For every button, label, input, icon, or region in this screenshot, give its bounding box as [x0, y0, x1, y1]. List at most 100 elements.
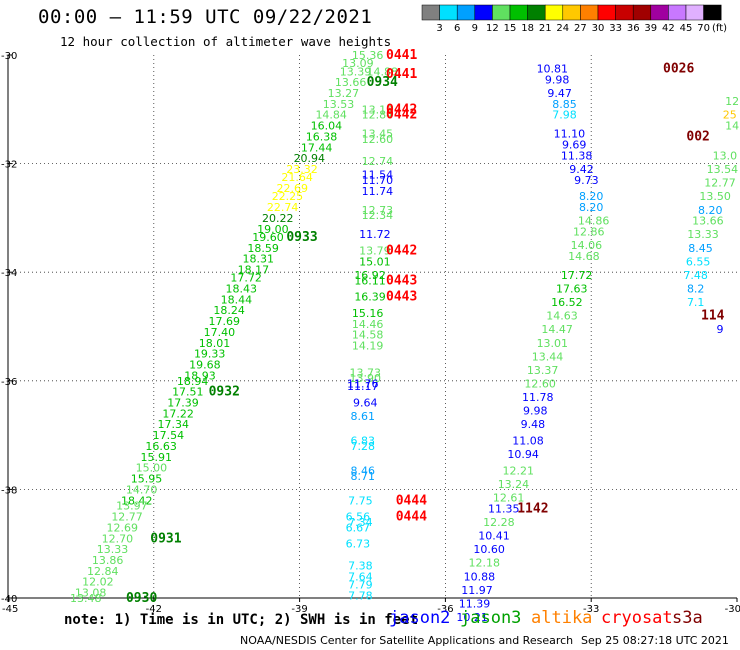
wave-height-value: 12.77	[111, 511, 143, 524]
wave-height-value: 11.35	[488, 502, 520, 515]
wave-height-value: 19.60	[252, 231, 284, 244]
plot-grid	[8, 55, 737, 598]
colorbar-swatch	[439, 4, 458, 21]
wave-height-value: 15.36	[352, 49, 384, 62]
x-tick-label: -33	[583, 604, 599, 615]
legend-altika: altika	[531, 608, 593, 628]
pass-time-label: 0442	[386, 102, 417, 117]
wave-height-value: 7.75	[348, 494, 373, 507]
wave-height-value: 11.70	[362, 174, 394, 187]
pass-time-label: 0931	[150, 531, 181, 546]
wave-height-value: 6.55	[686, 255, 711, 268]
wave-height-value: 17.54	[153, 429, 185, 442]
wave-height-value: 13.33	[97, 543, 129, 556]
page-subtitle: 12 hour collection of altimeter wave hei…	[60, 34, 392, 49]
wave-height-value: 9.48	[521, 418, 546, 431]
wave-height-value: 22.74	[267, 201, 299, 214]
wave-height-value: 9.98	[545, 73, 570, 86]
wave-height-value: 7.1	[687, 296, 705, 309]
colorbar-tick-label: 15	[504, 23, 517, 34]
wave-height-value: 9.98	[523, 405, 548, 418]
wave-height-value: 12.69	[106, 521, 138, 534]
wave-height-value: 10.88	[464, 570, 496, 583]
wave-height-value: 16.04	[311, 120, 343, 133]
colorbar-tick-label: 70	[697, 23, 710, 34]
wave-height-value: 11.38	[561, 149, 593, 162]
wave-height-value: 13.97	[116, 500, 148, 513]
timestamp: Sep 25 08:27:18 UTC 2021	[581, 634, 729, 647]
wave-height-value: 18.93	[184, 369, 216, 382]
colorbar-swatch	[668, 4, 687, 21]
colorbar-tick-label: 24	[556, 23, 569, 34]
wave-height-value: 13.33	[687, 228, 719, 241]
wave-height-value: 14.06	[571, 239, 603, 252]
wave-height-value: 7.28	[351, 440, 376, 453]
colorbar-legend: 3 6 9 12 15 18 21 24 27 30 33 36 39 42 45 70 (ft)	[421, 4, 727, 34]
wave-height-value: 10.41	[478, 530, 510, 543]
wave-height-value: 11.74	[362, 185, 394, 198]
wave-height-value: 11.10	[554, 128, 586, 141]
wave-height-value: 13.08	[75, 587, 107, 600]
data-points: 15.3613.0913.3914.8813.6613.2713.5314.84…	[70, 49, 739, 624]
wave-height-value: 14.47	[541, 323, 573, 336]
wave-height-value: 20.22	[262, 212, 294, 225]
wave-height-value: 11.54	[362, 168, 394, 181]
wave-height-value: 7.78	[348, 589, 373, 602]
wave-height-value: 12.18	[469, 557, 501, 570]
footer-note: note: 1) Time is in UTC; 2) SWH is in fe…	[64, 612, 419, 628]
colorbar-swatch	[456, 4, 476, 21]
wave-height-value: 13.01	[537, 337, 569, 350]
colorbar-tick-label: 27	[574, 23, 587, 34]
wave-height-value: 14.63	[546, 310, 578, 323]
wave-height-value: 15.95	[131, 473, 163, 486]
wave-height-value: 18.31	[243, 253, 275, 266]
colorbar-tick-label: 42	[662, 23, 675, 34]
wave-height-value: 13.53	[323, 98, 355, 111]
colorbar-swatch	[685, 4, 704, 21]
wave-height-value: 16.52	[551, 296, 583, 309]
colorbar-swatch	[562, 4, 581, 21]
wave-height-value: 9	[716, 323, 723, 336]
wave-height-value: 17.63	[556, 282, 588, 295]
wave-height-value: 18.44	[221, 293, 253, 306]
wave-height-value: 9.47	[547, 87, 572, 100]
wave-height-value: 18.94	[177, 375, 209, 388]
plot-axes: -45 -42 -39 -36 -33 -30 -30 -32 -34 -36 -38 -40	[1, 51, 740, 615]
pass-time-label: 0441	[386, 48, 417, 63]
colorbar-swatch	[632, 4, 652, 21]
wave-height-value: 18.01	[199, 337, 231, 350]
y-tick-label: -36	[1, 377, 17, 388]
wave-height-value: 7.38	[348, 559, 373, 572]
wave-height-value: 12.21	[503, 464, 535, 477]
wave-height-value: 14	[725, 120, 739, 133]
pass-time-label: 002	[686, 129, 709, 144]
y-tick-label: -30	[1, 51, 17, 62]
wave-height-value: 10.21	[456, 611, 488, 624]
colorbar-swatch	[474, 4, 493, 21]
wave-height-value: 8.61	[351, 410, 376, 423]
wave-height-value: 7.64	[348, 570, 373, 583]
colorbar-swatch	[492, 4, 511, 21]
wave-height-value: 22.69	[277, 182, 309, 195]
colorbar-swatch	[615, 4, 634, 21]
wave-height-value: 17.22	[162, 407, 194, 420]
wave-height-value: 13.90	[349, 372, 381, 385]
wave-height-value: 17.44	[301, 141, 333, 154]
wave-height-value: 14.46	[352, 318, 384, 331]
wave-height-value: 16.38	[306, 130, 338, 143]
colorbar-tick-label: 3	[436, 23, 442, 34]
wave-height-value: 13.66	[335, 76, 367, 89]
wave-height-value: 13.45	[362, 128, 394, 141]
wave-height-value: 7.79	[348, 578, 373, 591]
wave-height-value: 12.61	[493, 492, 525, 505]
wave-height-value: 17.40	[204, 326, 236, 339]
pass-time-label: 0934	[367, 75, 398, 90]
pass-time-label: 0442	[386, 108, 417, 123]
colorbar-swatch	[509, 4, 528, 21]
wave-height-value: 14.86	[578, 215, 610, 228]
wave-height-value: 11.17	[347, 380, 379, 393]
wave-height-value: 7.34	[348, 516, 373, 529]
pass-time-label: 0443	[386, 273, 417, 288]
credit-line: NOAA/NESDIS Center for Satellite Applica…	[240, 634, 574, 647]
wave-height-value: 12.60	[524, 378, 556, 391]
